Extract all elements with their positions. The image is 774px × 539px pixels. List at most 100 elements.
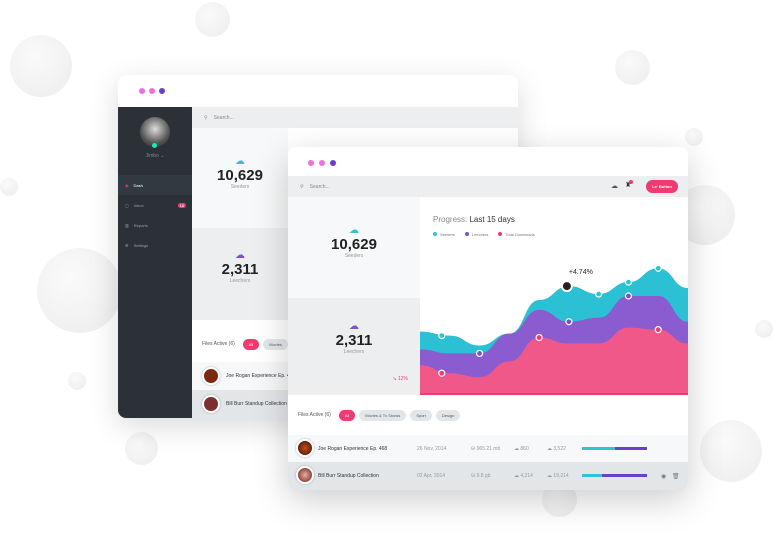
title-bar [288, 147, 688, 177]
filter-all[interactable]: All [338, 409, 356, 421]
sidebar-item-settings[interactable]: ⚙ Settings [118, 235, 192, 255]
inbox-icon: ▢ [125, 202, 129, 208]
sidebar-item-dash[interactable]: ◉ Dash [118, 175, 192, 195]
search-icon: ⚲ [300, 183, 304, 190]
notification-badge [629, 180, 633, 184]
cloud-download-icon: ☁ [349, 321, 359, 332]
file-title: Joe Rogan Experience Ep. 468 [318, 445, 388, 452]
data-point[interactable] [438, 369, 446, 377]
legend-item[interactable]: Leechers [464, 232, 489, 237]
chart-title-prefix: Progress: [433, 215, 468, 224]
avatar[interactable] [140, 117, 170, 147]
eye-icon[interactable]: ◉ [661, 473, 667, 480]
nav-label: Settings [133, 242, 149, 248]
decor-bubble [0, 178, 18, 196]
filter-design[interactable]: Design [435, 409, 461, 421]
data-point[interactable] [624, 292, 633, 300]
seeders-card: ☁ 10,629 Seeders [192, 128, 288, 228]
table-row[interactable]: Joe Rogan Experience Ep. 468 26 Nov, 201… [288, 435, 688, 462]
trend-down-icon: ↘ [392, 376, 397, 382]
download-count: 4,214 [520, 473, 533, 479]
trash-icon[interactable]: 🗑 [672, 473, 680, 480]
avatar [296, 439, 314, 457]
table-row[interactable]: Bill Burr Standup Collection 02 Apr, 201… [288, 462, 688, 490]
data-point[interactable] [475, 349, 484, 358]
cloud-upload-icon: ☁ [349, 225, 359, 236]
legend-item[interactable]: Total Downloads [498, 232, 535, 237]
data-point[interactable] [595, 290, 603, 298]
files-active-label: Files Active (6) [298, 412, 331, 418]
window-dot[interactable] [149, 88, 155, 94]
files-active-label: Files Active (6) [202, 341, 235, 347]
search-input[interactable]: ⚲ Search... [192, 107, 518, 128]
nav-label: Inbox [133, 202, 144, 208]
filter-all[interactable]: All [242, 338, 260, 350]
data-point[interactable] [654, 326, 662, 334]
seeders-count: 10,629 [217, 167, 263, 184]
search-input[interactable]: ⚲ Search... [288, 176, 688, 197]
chart-title: Progress: Last 15 days [433, 215, 515, 224]
filter-sport[interactable]: Sport [410, 409, 432, 421]
data-point[interactable] [624, 278, 633, 286]
leechers-card: ☁ 2,311 Leechers [192, 228, 288, 320]
leechers-card: ☁ 2,311 Leechers ↘ 12% [288, 298, 420, 395]
chart-baseline [420, 393, 688, 395]
chart-icon: ▥ [125, 222, 129, 228]
sidebar-item-inbox[interactable]: ▢ Inbox 18 [118, 195, 192, 215]
decor-bubble [195, 2, 230, 37]
filter-movies-tv[interactable]: Movies & Tv Shows [359, 409, 407, 421]
file-size: 9.8 gb [476, 473, 491, 479]
window-dot[interactable] [159, 88, 165, 94]
cloud-download-icon: ☁ [235, 250, 245, 261]
leechers-label: Leechers [229, 278, 251, 284]
cloud-icon[interactable]: ☁ [611, 183, 618, 190]
filter-movies[interactable]: Movies [263, 338, 288, 350]
decor-bubble [700, 420, 762, 482]
change-value: 12% [397, 376, 408, 382]
legend-label: Total Downloads [505, 232, 535, 237]
data-point[interactable] [654, 264, 662, 272]
decor-bubble [68, 372, 86, 390]
data-point[interactable] [438, 332, 446, 340]
area-total-downloads [420, 327, 688, 395]
online-indicator [152, 143, 157, 148]
sidebar: Jimbo ⌄ ◉ Dash ▢ Inbox 18 ▥ Reports ⚙ Setting… [118, 107, 192, 418]
leechers-change: ↘ 12% [392, 376, 408, 382]
chart-annotation: +4.74% [569, 269, 593, 276]
storage-icon: ⛁ [471, 445, 476, 452]
le-button[interactable]: Le' Button [646, 180, 678, 193]
data-point[interactable] [565, 318, 573, 326]
decor-bubble [685, 128, 703, 146]
legend-swatch [433, 232, 437, 236]
sidebar-item-reports[interactable]: ▥ Reports [118, 215, 192, 235]
progress-seeders [582, 447, 615, 450]
highlight-point[interactable] [560, 280, 573, 293]
download-count: 860 [520, 445, 529, 452]
legend-item[interactable]: Seeders [433, 232, 455, 237]
data-point[interactable] [535, 333, 543, 342]
file-date: 02 Apr, 2014 [417, 473, 446, 479]
user-menu[interactable]: Jimbo ⌄ [145, 153, 165, 159]
legend-label: Leechers [471, 232, 489, 237]
rocket-icon[interactable]: ♜ [625, 182, 632, 189]
seeders-count: 10,629 [331, 236, 377, 253]
gear-icon: ⚙ [125, 242, 129, 248]
chart-legend: Seeders Leechers Total Downloads [433, 232, 535, 237]
title-bar [118, 75, 518, 105]
window-dot[interactable] [308, 160, 314, 166]
leechers-label: Leechers [343, 349, 365, 355]
decor-bubble [10, 35, 72, 97]
avatar [202, 367, 220, 385]
upload-icon: ☁ [547, 445, 552, 452]
search-placeholder: Search... [309, 183, 330, 190]
window-dot[interactable] [330, 160, 336, 166]
search-placeholder: Search... [213, 114, 234, 121]
progress-leechers [614, 447, 647, 450]
window-dot[interactable] [139, 88, 145, 94]
search-icon: ⚲ [204, 114, 208, 121]
avatar [202, 395, 220, 413]
upload-icon: ☁ [547, 473, 552, 479]
avatar [296, 466, 314, 484]
window-dot[interactable] [319, 160, 325, 166]
files-active-bar: Files Active (6) All Movies [202, 337, 518, 351]
